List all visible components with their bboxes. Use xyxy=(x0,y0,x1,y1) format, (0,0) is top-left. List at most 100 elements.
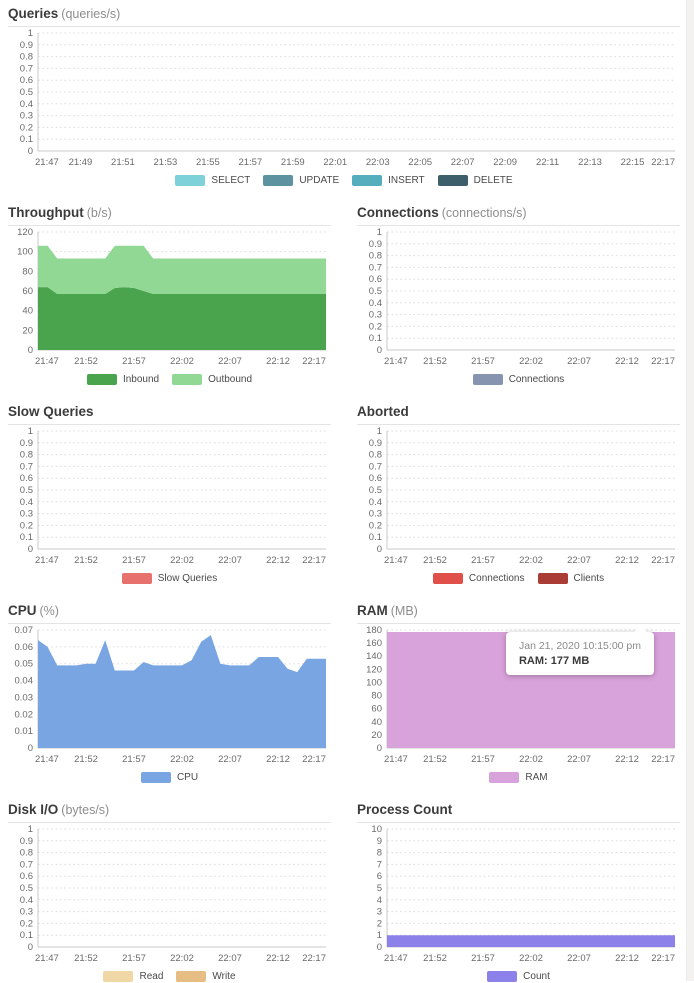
chart-title: CPU xyxy=(8,603,37,618)
y-tick-label: 0.5 xyxy=(20,87,33,98)
y-tick-label: 40 xyxy=(371,717,382,728)
y-tick-label: 0.04 xyxy=(15,676,34,687)
legend-swatch-icon xyxy=(352,175,382,186)
y-tick-label: 0.6 xyxy=(20,473,33,484)
x-tick-label: 22:09 xyxy=(493,157,517,168)
legend-item-connections[interactable]: Connections xyxy=(473,372,565,386)
x-tick-label: 22:15 xyxy=(621,157,645,168)
legend-swatch-icon xyxy=(433,573,463,584)
y-tick-label: 0.2 xyxy=(20,520,33,531)
legend-item-cpu[interactable]: CPU xyxy=(141,770,198,784)
x-tick-label: 21:47 xyxy=(35,754,59,765)
legend-label: Clients xyxy=(574,573,605,584)
chart-legend: Connections xyxy=(357,372,680,386)
legend-label: Count xyxy=(523,971,550,982)
x-tick-label: 21:57 xyxy=(471,754,495,765)
y-tick-label: 0 xyxy=(377,345,382,356)
legend-item-clients[interactable]: Clients xyxy=(538,571,605,585)
chart-unit: (connections/s) xyxy=(442,206,527,220)
x-tick-label: 21:47 xyxy=(384,754,408,765)
x-tick-label: 21:53 xyxy=(154,157,178,168)
legend-item-connections[interactable]: Connections xyxy=(433,571,525,585)
y-tick-label: 0.9 xyxy=(369,438,382,449)
legend-label: Outbound xyxy=(208,374,252,385)
legend-item-slow-queries[interactable]: Slow Queries xyxy=(122,571,217,585)
chart-title: Aborted xyxy=(357,404,409,419)
legend-label: Read xyxy=(139,971,163,982)
legend-item-insert[interactable]: INSERT xyxy=(352,173,425,187)
y-tick-label: 0.6 xyxy=(20,75,33,86)
x-tick-label: 21:52 xyxy=(423,953,447,964)
legend-item-delete[interactable]: DELETE xyxy=(438,173,513,187)
x-tick-label: 21:57 xyxy=(471,953,495,964)
legend-item-inbound[interactable]: Inbound xyxy=(87,372,159,386)
y-tick-label: 1 xyxy=(28,426,33,437)
x-tick-label: 21:47 xyxy=(384,555,408,566)
chart-header: Process Count xyxy=(357,800,680,823)
legend-swatch-icon xyxy=(538,573,568,584)
x-tick-label: 22:17 xyxy=(302,555,326,566)
legend-label: Inbound xyxy=(123,374,159,385)
y-tick-label: 4 xyxy=(377,895,382,906)
chart-header: Aborted xyxy=(357,402,680,425)
y-tick-label: 7 xyxy=(377,859,382,870)
x-tick-label: 22:02 xyxy=(170,555,194,566)
y-tick-label: 0.6 xyxy=(20,871,33,882)
legend-item-outbound[interactable]: Outbound xyxy=(172,372,252,386)
x-tick-label: 22:11 xyxy=(536,157,559,168)
x-tick-label: 22:17 xyxy=(302,754,326,765)
chart-legend: Connections Clients xyxy=(357,571,680,585)
scrollbar-track[interactable] xyxy=(686,0,694,981)
x-tick-label: 22:07 xyxy=(218,356,242,367)
y-tick-label: 1 xyxy=(28,28,33,39)
legend-swatch-icon xyxy=(175,175,205,186)
x-tick-label: 22:17 xyxy=(651,754,675,765)
y-tick-label: 0.5 xyxy=(20,485,33,496)
x-tick-label: 22:02 xyxy=(170,754,194,765)
x-tick-label: 22:07 xyxy=(218,953,242,964)
y-tick-label: 0.8 xyxy=(20,52,33,63)
x-tick-label: 21:59 xyxy=(281,157,305,168)
y-tick-label: 0.9 xyxy=(20,438,33,449)
chart-unit: (bytes/s) xyxy=(61,803,109,817)
y-tick-label: 0 xyxy=(377,942,382,953)
x-tick-label: 21:57 xyxy=(122,754,146,765)
legend-item-update[interactable]: UPDATE xyxy=(263,173,339,187)
y-tick-label: 0.5 xyxy=(369,485,382,496)
chart-header: CPU(%) xyxy=(8,601,331,624)
y-tick-label: 1 xyxy=(377,930,382,941)
legend-swatch-icon xyxy=(141,772,171,783)
series-area-outbound xyxy=(38,246,326,294)
y-tick-label: 180 xyxy=(366,625,382,636)
y-tick-label: 10 xyxy=(371,824,382,835)
chart-header: Throughput(b/s) xyxy=(8,203,331,226)
y-tick-label: 0 xyxy=(377,544,382,555)
legend-item-select[interactable]: SELECT xyxy=(175,173,250,187)
legend-swatch-icon xyxy=(473,374,503,385)
chart-legend: Inbound Outbound xyxy=(8,372,331,386)
y-tick-label: 0.1 xyxy=(20,532,33,543)
chart-title: RAM xyxy=(357,603,388,618)
x-tick-label: 22:07 xyxy=(451,157,475,168)
y-tick-label: 9 xyxy=(377,836,382,847)
legend-item-ram[interactable]: RAM xyxy=(489,770,547,784)
